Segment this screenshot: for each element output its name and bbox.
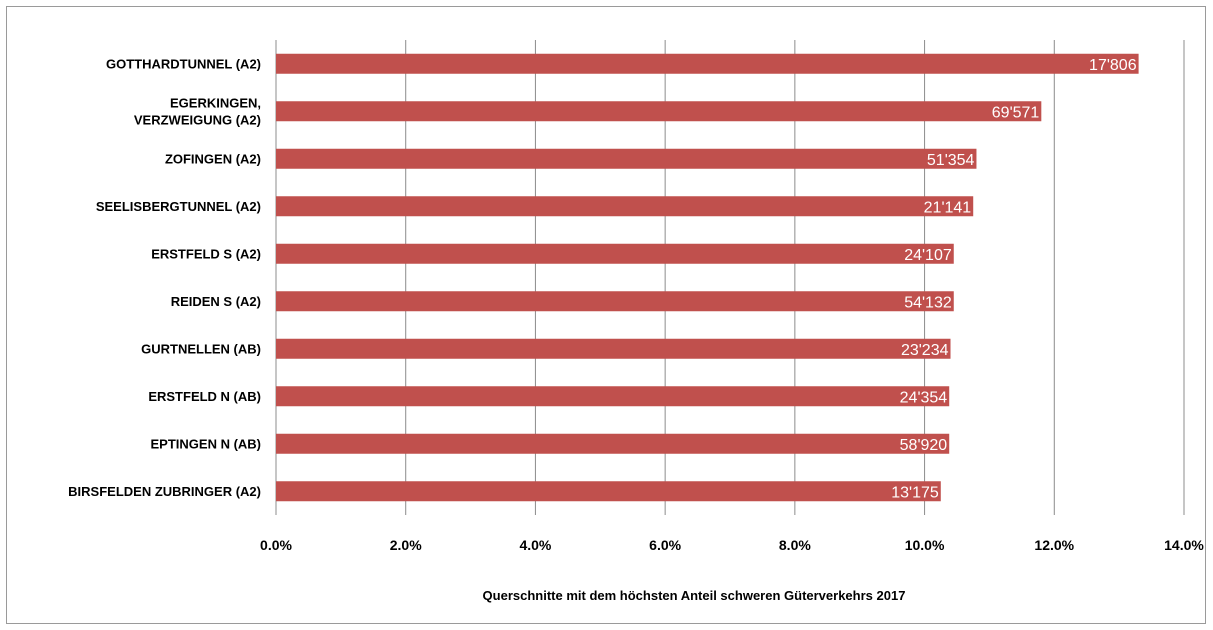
- x-tick-label: 14.0%: [1164, 537, 1204, 553]
- data-label: 23'234: [901, 342, 949, 359]
- category-label: BIRSFELDEN ZUBRINGER (A2): [68, 484, 261, 499]
- category-label: REIDEN S (A2): [171, 294, 261, 309]
- bar: [276, 243, 954, 264]
- data-label: 17'806: [1089, 57, 1137, 74]
- bars: 17'806 69'571 51'354 21'141 24'107 54'132 23'2…: [276, 53, 1139, 502]
- bar: [276, 196, 974, 217]
- bar: [276, 338, 951, 359]
- category-label: ERSTFELD N (AB): [148, 389, 261, 404]
- x-tick-label: 12.0%: [1034, 537, 1074, 553]
- bar: [276, 148, 977, 169]
- category-label: ZOFINGEN (A2): [165, 151, 261, 166]
- x-tick-label: 10.0%: [905, 537, 945, 553]
- category-label: SEELISBERGTUNNEL (A2): [96, 199, 261, 214]
- x-tick-label: 6.0%: [649, 537, 681, 553]
- category-label: ERSTFELD S (A2): [151, 246, 261, 261]
- category-label: VERZWEIGUNG (A2): [134, 112, 261, 127]
- bar: [276, 291, 954, 312]
- data-label: 51'354: [927, 152, 975, 169]
- x-tick-label: 2.0%: [390, 537, 422, 553]
- data-label: 21'141: [924, 199, 972, 216]
- x-tick-label: 4.0%: [519, 537, 551, 553]
- data-label: 69'571: [992, 104, 1040, 121]
- bar: [276, 53, 1139, 74]
- bar: [276, 386, 950, 407]
- data-label: 54'132: [904, 294, 952, 311]
- data-label: 24'107: [904, 247, 952, 264]
- x-tick-labels: 0.0% 2.0% 4.0% 6.0% 8.0% 10.0% 12.0% 14.0%: [260, 537, 1204, 553]
- category-labels: GOTTHARDTUNNEL (A2) EGERKINGEN, VERZWEIGUN…: [68, 56, 261, 499]
- x-tick-label: 8.0%: [779, 537, 811, 553]
- bar: [276, 481, 941, 502]
- data-label: 13'175: [891, 484, 939, 501]
- category-label: EGERKINGEN,: [170, 95, 261, 110]
- data-label: 24'354: [900, 389, 948, 406]
- category-label: GURTNELLEN (AB): [141, 341, 261, 356]
- bar: [276, 101, 1042, 122]
- bar: [276, 433, 950, 454]
- x-axis-title: Querschnitte mit dem höchsten Anteil sch…: [483, 588, 906, 603]
- category-label: EPTINGEN N (AB): [151, 436, 262, 451]
- x-tick-label: 0.0%: [260, 537, 292, 553]
- data-label: 58'920: [900, 437, 948, 454]
- category-label: GOTTHARDTUNNEL (A2): [106, 56, 261, 71]
